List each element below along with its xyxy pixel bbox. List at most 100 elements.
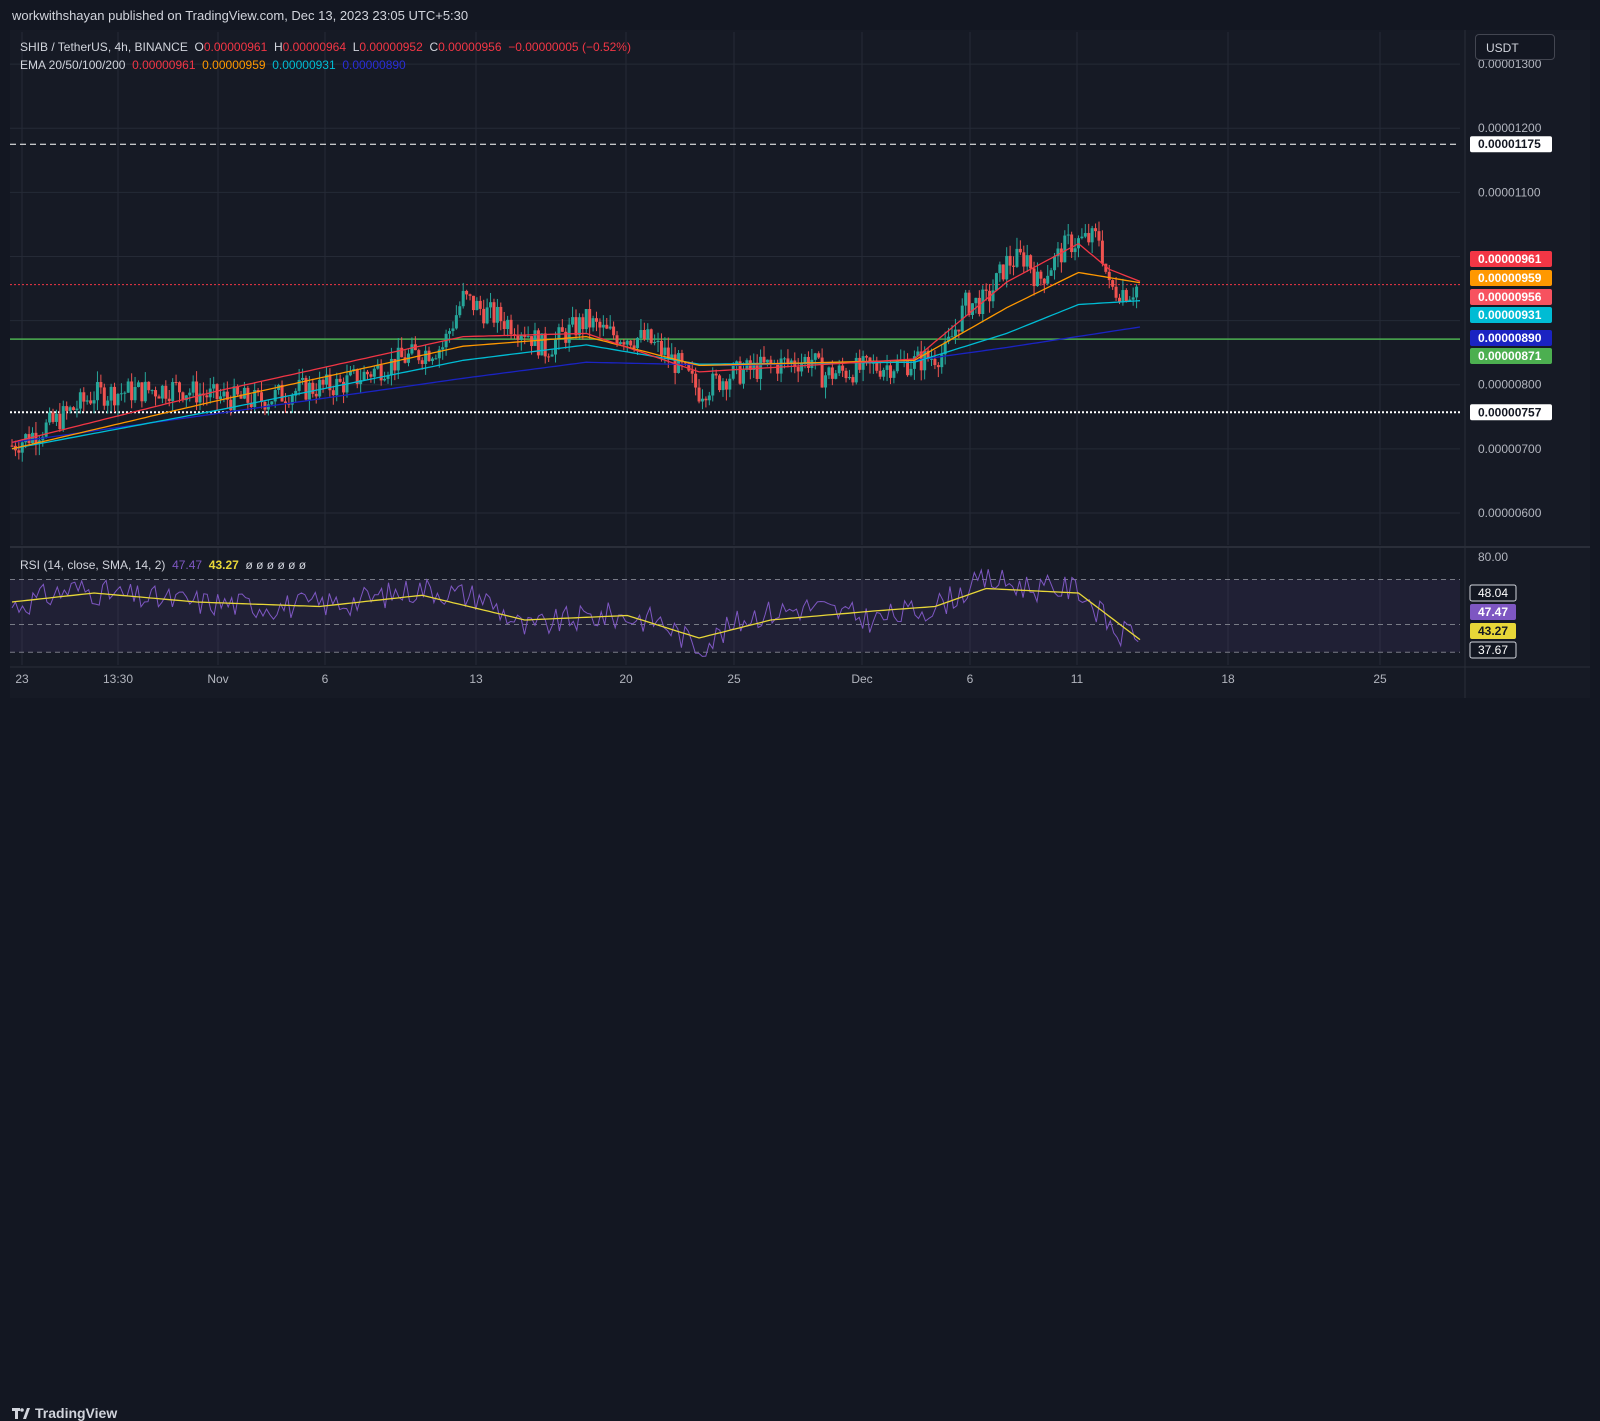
candle-body: [427, 350, 431, 362]
candle-body: [892, 371, 896, 378]
low-value: 0.00000952: [359, 40, 423, 54]
candle-body: [588, 309, 592, 328]
candle-body: [1111, 280, 1115, 287]
candle-body: [817, 353, 821, 358]
tradingview-logo[interactable]: TradingView: [12, 1405, 117, 1421]
candle-body: [564, 331, 568, 343]
ema200-line: [11, 326, 1141, 444]
candle-body: [577, 317, 581, 336]
candle-body: [605, 324, 609, 329]
close-key: C: [429, 40, 439, 54]
candle-body: [950, 336, 954, 338]
rsi-price-label-text: 37.67: [1478, 643, 1508, 657]
price-label-text: 0.00000961: [1478, 252, 1542, 266]
ema50-value: 0.00000959: [202, 58, 266, 72]
candle-body: [591, 318, 595, 328]
ema20-line: [11, 242, 1141, 444]
candle-body: [929, 358, 933, 360]
candle-body: [99, 382, 103, 388]
candle-body: [786, 358, 790, 363]
candle-body: [338, 378, 342, 382]
candle-body: [171, 382, 175, 402]
candle-body: [533, 330, 537, 346]
candle-body: [936, 365, 940, 368]
candle-body: [10, 445, 14, 447]
candle-body: [379, 364, 383, 381]
candle-body: [154, 390, 158, 397]
level-label-bg: [1470, 404, 1552, 421]
candle-body: [61, 406, 65, 430]
candle-body: [174, 382, 178, 384]
price-label-text: 0.00000956: [1478, 290, 1542, 304]
candle-body: [1070, 234, 1074, 253]
candle-body: [458, 306, 462, 316]
candle-body: [598, 321, 602, 328]
candle-body: [1029, 255, 1033, 269]
candle-body: [331, 390, 335, 396]
rsi-price-label-bg: [1469, 641, 1517, 659]
price-label-bg: [1470, 251, 1552, 267]
candle-body: [424, 350, 428, 364]
candle-body: [752, 362, 756, 371]
candle-body: [834, 373, 838, 379]
high-value: 0.00000964: [282, 40, 347, 54]
candle-body: [1059, 248, 1063, 263]
candle-body: [136, 382, 140, 387]
rsi-band: [10, 579, 1460, 653]
candle-body: [1124, 290, 1128, 302]
candle-body: [205, 395, 209, 398]
price-label-text: 0.00000959: [1478, 271, 1542, 285]
candle-body: [160, 385, 164, 399]
candle-body: [571, 317, 575, 325]
candle-body: [294, 390, 298, 396]
candle-body: [1104, 263, 1108, 272]
candle-body: [335, 378, 339, 396]
candle-body: [755, 362, 759, 379]
rsi-price-label-text: 43.27: [1478, 624, 1508, 638]
candle-body: [184, 395, 188, 401]
candle-body: [690, 370, 694, 374]
candle-body: [885, 365, 889, 370]
candle-body: [1042, 278, 1046, 284]
candle-body: [728, 378, 732, 390]
candle-body: [595, 318, 599, 322]
candle-body: [1087, 233, 1091, 243]
candle-body: [219, 396, 223, 400]
candle-body: [270, 401, 274, 405]
candle-body: [1080, 236, 1084, 239]
candle-body: [1063, 235, 1067, 263]
candle-body: [632, 345, 636, 349]
level-label: 0.00001175: [1470, 136, 1552, 153]
candle-body: [1032, 268, 1036, 287]
candle-body: [492, 302, 496, 323]
time-tick-label: 18: [1221, 672, 1235, 686]
price-label-text: 0.00000871: [1478, 349, 1542, 363]
candle-body: [858, 357, 862, 370]
ema100-line: [11, 300, 1141, 450]
ema-legend[interactable]: EMA 20/50/100/200 0.00000961 0.00000959 …: [20, 58, 406, 72]
candle-body: [157, 396, 161, 399]
symbol-label[interactable]: SHIB / TetherUS, 4h, BINANCE: [20, 40, 188, 54]
time-tick-label: 23: [15, 672, 29, 686]
candle-body: [393, 358, 397, 371]
footer: TradingView: [0, 700, 1600, 1421]
price-chart-svg[interactable]: 0.00001300 0.00001200 0.00001100 0.00000800…: [0, 0, 1600, 746]
candle-body: [123, 392, 127, 394]
candle-body: [133, 386, 137, 401]
rsi-legend[interactable]: RSI (14, close, SMA, 14, 2) 47.47 43.27 …: [20, 558, 306, 572]
candle-body: [721, 381, 725, 391]
candle-body: [615, 335, 619, 345]
candle-body: [434, 358, 438, 360]
candle-body: [810, 359, 814, 368]
time-tick-label: 25: [727, 672, 741, 686]
candle-body: [543, 333, 547, 357]
currency-button[interactable]: USDT: [1475, 34, 1555, 60]
candle-body: [670, 354, 674, 360]
candle-body: [612, 326, 616, 336]
candle-body: [147, 381, 151, 391]
candle-body: [140, 382, 144, 402]
candle-body: [837, 365, 841, 374]
time-tick-label: Nov: [207, 672, 228, 686]
candle-body: [977, 297, 981, 315]
candle-body: [1025, 255, 1029, 267]
